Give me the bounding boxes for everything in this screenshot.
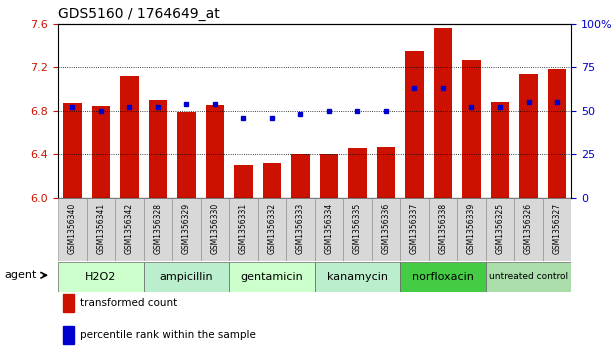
Bar: [87, 198, 115, 261]
Bar: [63, 326, 75, 344]
Bar: [115, 198, 144, 261]
Bar: [320, 154, 338, 198]
Bar: [177, 112, 196, 198]
Text: H2O2: H2O2: [85, 272, 117, 282]
Text: GSM1356330: GSM1356330: [210, 203, 219, 254]
Bar: [148, 100, 167, 198]
Bar: [514, 198, 543, 261]
Bar: [172, 198, 200, 261]
Text: GSM1356341: GSM1356341: [97, 203, 105, 254]
Text: GSM1356329: GSM1356329: [182, 203, 191, 254]
Text: GSM1356328: GSM1356328: [153, 203, 163, 254]
Bar: [348, 148, 367, 198]
Bar: [200, 198, 229, 261]
Bar: [519, 74, 538, 198]
Bar: [144, 198, 172, 261]
Bar: [315, 198, 343, 261]
Text: GSM1356327: GSM1356327: [552, 203, 562, 254]
Text: GSM1356332: GSM1356332: [268, 203, 276, 254]
Bar: [543, 198, 571, 261]
Bar: [343, 198, 371, 261]
Text: gentamicin: gentamicin: [241, 272, 303, 282]
Bar: [548, 69, 566, 198]
Bar: [400, 198, 429, 261]
Bar: [400, 262, 486, 291]
Bar: [491, 102, 510, 198]
Bar: [486, 262, 571, 291]
Text: GDS5160 / 1764649_at: GDS5160 / 1764649_at: [58, 7, 220, 21]
Bar: [377, 147, 395, 198]
Bar: [291, 154, 310, 198]
Text: GSM1356337: GSM1356337: [410, 203, 419, 254]
Text: GSM1356338: GSM1356338: [439, 203, 447, 254]
Bar: [315, 262, 400, 291]
Text: GSM1356326: GSM1356326: [524, 203, 533, 254]
Bar: [429, 198, 457, 261]
Bar: [263, 163, 281, 198]
Text: GSM1356339: GSM1356339: [467, 203, 476, 254]
Text: GSM1356331: GSM1356331: [239, 203, 248, 254]
Bar: [258, 198, 286, 261]
Bar: [463, 60, 481, 198]
Text: GSM1356340: GSM1356340: [68, 203, 77, 254]
Bar: [120, 76, 139, 198]
Text: norfloxacin: norfloxacin: [412, 272, 474, 282]
Bar: [371, 198, 400, 261]
Text: GSM1356325: GSM1356325: [496, 203, 505, 254]
Bar: [405, 51, 424, 198]
Text: percentile rank within the sample: percentile rank within the sample: [79, 330, 255, 340]
Text: untreated control: untreated control: [489, 272, 568, 281]
Bar: [234, 165, 253, 198]
Bar: [206, 105, 224, 198]
Bar: [486, 198, 514, 261]
Text: GSM1356333: GSM1356333: [296, 203, 305, 254]
Bar: [229, 198, 258, 261]
Bar: [58, 198, 87, 261]
Bar: [457, 198, 486, 261]
Bar: [286, 198, 315, 261]
Text: GSM1356336: GSM1356336: [381, 203, 390, 254]
Bar: [63, 294, 75, 313]
Bar: [63, 103, 82, 198]
Bar: [58, 262, 144, 291]
Bar: [229, 262, 315, 291]
Text: kanamycin: kanamycin: [327, 272, 388, 282]
Text: agent: agent: [5, 270, 37, 280]
Text: transformed count: transformed count: [79, 298, 177, 308]
Bar: [144, 262, 229, 291]
Bar: [434, 28, 452, 198]
Text: GSM1356335: GSM1356335: [353, 203, 362, 254]
Bar: [92, 106, 110, 198]
Text: GSM1356342: GSM1356342: [125, 203, 134, 254]
Text: ampicillin: ampicillin: [159, 272, 213, 282]
Text: GSM1356334: GSM1356334: [324, 203, 334, 254]
